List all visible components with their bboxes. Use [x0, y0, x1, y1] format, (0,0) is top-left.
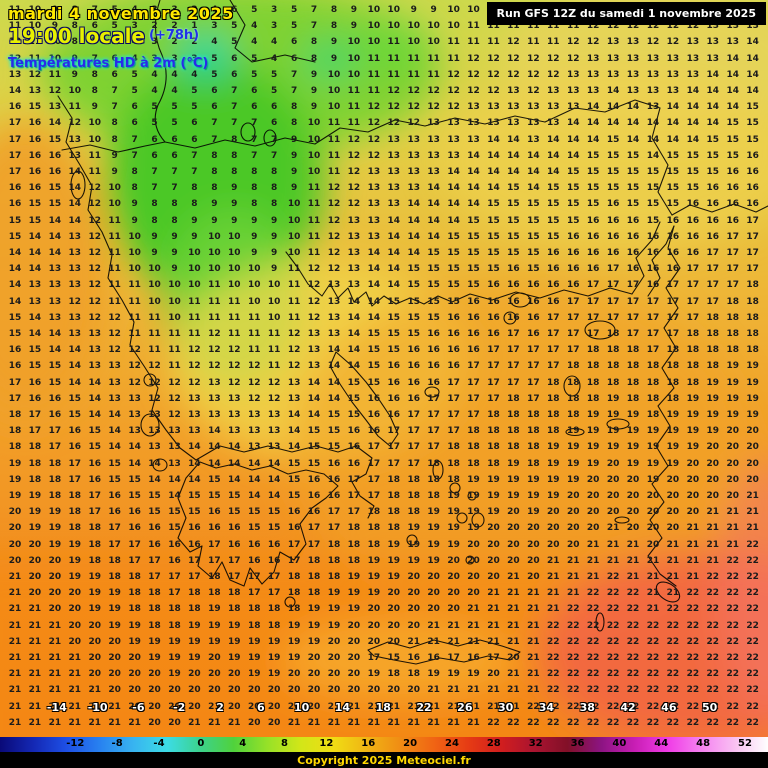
scale-label-on-bar: -4 — [153, 738, 165, 749]
island-tinos — [449, 482, 461, 494]
island-euboea — [329, 351, 399, 447]
border-macedonia-greece — [164, 137, 316, 149]
scale-label-on-bar: 28 — [486, 738, 501, 749]
forecast-date: mardi 4 novembre 2025 — [8, 4, 234, 23]
island-samos — [606, 418, 630, 430]
island-skyros — [424, 386, 440, 398]
scale-label-on-bar: 48 — [696, 738, 711, 749]
scale-label-on-bar: 52 — [737, 738, 752, 749]
scale-label-above: -6 — [132, 701, 145, 714]
island-karpathos — [595, 612, 605, 632]
scale-label-above: 14 — [334, 701, 351, 714]
island-kefalonia — [140, 413, 160, 437]
scale-label-on-bar: -12 — [66, 738, 85, 749]
island-santorini — [465, 555, 475, 565]
island-kythira — [284, 596, 296, 608]
island-andros — [432, 460, 444, 480]
colorbar-gradient: -12 -8 -4 0 4 8 12 16 20 24 28 32 36 40 44 48 52 — [0, 737, 768, 752]
scale-label-on-bar: 24 — [444, 738, 459, 749]
coast-dardanelles — [631, 221, 661, 295]
island-lemnos — [509, 292, 531, 308]
colorbar-labels-above: -14 -10 -6 -2 2 6 10 14 18 22 26 30 34 38 42 46 50 — [0, 701, 768, 715]
scale-label-on-bar: 8 — [281, 738, 289, 749]
coast-adriatic — [57, 95, 197, 461]
scale-label-above: 18 — [375, 701, 391, 714]
scale-label-above: 46 — [661, 701, 677, 714]
scale-label-on-bar: 4 — [239, 738, 247, 749]
scale-label-above: 30 — [497, 701, 514, 714]
footer-bar: Copyright 2025 Meteociel.fr — [0, 752, 768, 768]
island-crete — [367, 639, 521, 665]
lake-prespa — [263, 129, 277, 147]
scale-label-above: -2 — [173, 701, 186, 714]
scale-label-on-bar: 0 — [197, 738, 205, 749]
island-lefkada — [143, 373, 157, 387]
island-zakynthos — [152, 458, 168, 472]
forecast-offset: (+78h) — [149, 28, 200, 43]
scale-label-above: 26 — [457, 701, 473, 714]
island-lesbos — [584, 320, 616, 340]
scale-label-above: -14 — [46, 701, 67, 714]
scale-label-on-bar: 32 — [528, 738, 543, 749]
island-ikaria — [565, 427, 585, 437]
island-chios — [563, 375, 581, 397]
scale-label-above: 42 — [620, 701, 636, 714]
parameter-label: Températures HD à 2m (°C) — [8, 56, 209, 71]
colorbar-labels: -12 -8 -4 0 4 8 12 16 20 24 28 32 36 40 44 48 52 — [0, 737, 768, 752]
scale-label-above: 22 — [416, 701, 432, 714]
scale-label-on-bar: 36 — [570, 738, 585, 749]
model-run-info: Run GFS 12Z du samedi 1 novembre 2025 — [486, 2, 766, 25]
island-corfu — [70, 170, 86, 200]
coast-thrace — [451, 287, 633, 303]
forecast-time: 19:00 locale (+78h) — [8, 24, 234, 48]
island-naxos — [471, 512, 485, 528]
coast-peloponnese — [177, 461, 339, 587]
coast-marmara — [671, 203, 768, 216]
border-albania-greece — [61, 141, 166, 153]
coast-chalkidiki — [285, 251, 453, 307]
coast-attica — [351, 445, 375, 519]
border-bulgaria-turkey — [544, 99, 661, 123]
island-samothrace — [503, 311, 517, 325]
scale-label-on-bar: 20 — [403, 738, 418, 749]
scale-label-above: 2 — [216, 701, 224, 714]
border-albania-east — [154, 0, 167, 143]
scale-label-above: 38 — [579, 701, 595, 714]
coast-anatolia — [647, 225, 681, 587]
scale-label-above: 6 — [257, 701, 265, 714]
scale-label-on-bar: 44 — [654, 738, 669, 749]
border-north — [229, 0, 316, 63]
scale-label-above: -10 — [87, 701, 108, 714]
scale-label-above: 34 — [538, 701, 555, 714]
island-rhodes — [655, 581, 681, 603]
scale-label-on-bar: 40 — [612, 738, 627, 749]
island-paros — [456, 512, 468, 524]
coast-gulf-corinth — [195, 445, 357, 461]
border-greece-turkey — [651, 107, 673, 216]
scale-label-on-bar: -8 — [111, 738, 123, 749]
scale-label-on-bar: 12 — [319, 738, 334, 749]
island-mykonos — [467, 491, 477, 501]
lake-ohrid — [240, 122, 256, 142]
forecast-time-label: 19:00 locale — [8, 24, 145, 48]
scale-label-above: 10 — [293, 701, 310, 714]
island-kos — [614, 516, 630, 524]
copyright-text: Copyright 2025 Meteociel.fr — [297, 753, 471, 767]
scale-label-above: 50 — [701, 701, 718, 714]
scale-label-on-bar: 16 — [361, 738, 376, 749]
island-milos — [406, 534, 418, 546]
map-title-block: mardi 4 novembre 2025 19:00 locale (+78h)… — [8, 4, 234, 71]
coast-dardanelles-2 — [647, 225, 675, 297]
border-bulgaria-greece — [314, 115, 546, 145]
